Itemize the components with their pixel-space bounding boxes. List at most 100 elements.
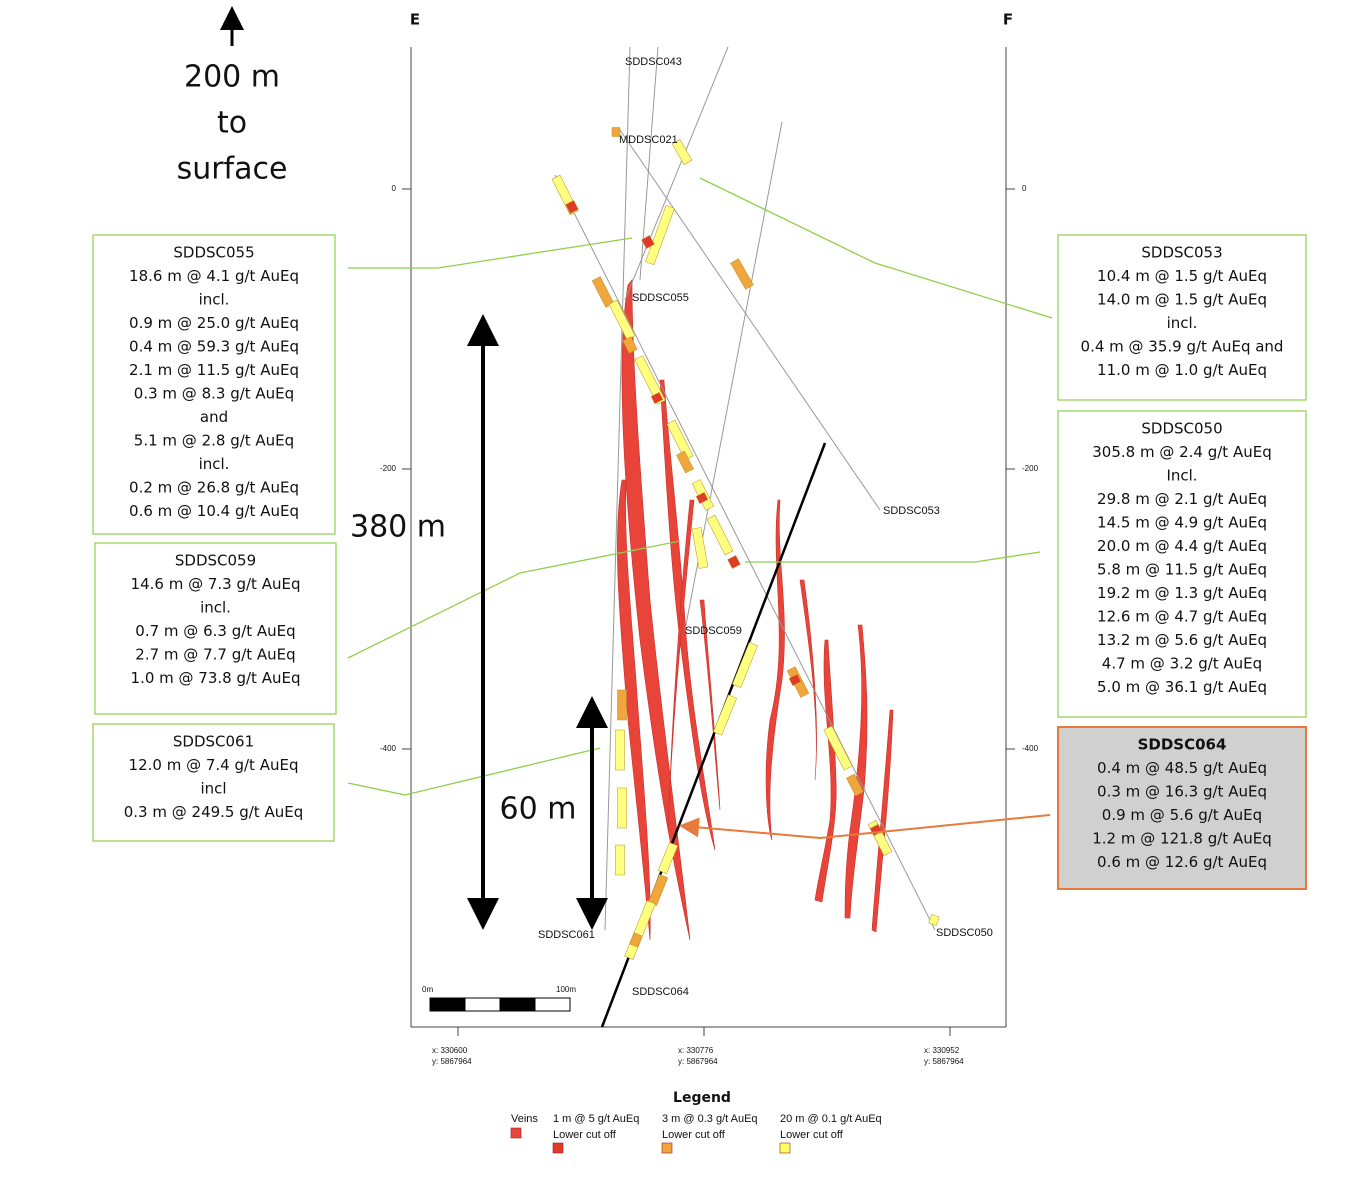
intercept xyxy=(650,392,664,404)
easting-label: x: 330952 xyxy=(924,1046,960,1055)
callout-line: Incl. xyxy=(1166,467,1197,485)
callout-title: SDDSC050 xyxy=(1141,420,1222,438)
elevation-label: 0 xyxy=(1022,184,1027,193)
callout-line: 0.6 m @ 10.4 g/t AuEq xyxy=(129,502,299,520)
intercept xyxy=(641,235,655,249)
intercept xyxy=(730,258,754,290)
easting-label: y: 5867964 xyxy=(432,1057,472,1066)
drillhole-label: SDDSC059 xyxy=(685,625,742,637)
callout-box xyxy=(94,542,337,715)
callout-line: incl. xyxy=(199,291,230,309)
callout-line: incl. xyxy=(199,455,230,473)
intercept xyxy=(706,514,734,556)
scale-label: 0m xyxy=(422,985,433,994)
scale-bar xyxy=(429,997,571,1012)
legend-sublabel: Lower cut off xyxy=(553,1129,617,1141)
callout-line: 5.0 m @ 36.1 g/t AuEq xyxy=(1097,678,1267,696)
intercept xyxy=(615,844,625,876)
callout-line: and xyxy=(200,408,228,426)
callout-line: 13.2 m @ 5.6 g/t AuEq xyxy=(1097,631,1267,649)
callout-line: 5.8 m @ 11.5 g/t AuEq xyxy=(1097,561,1267,579)
legend-label: 3 m @ 0.3 g/t AuEq xyxy=(662,1113,758,1125)
intercept xyxy=(565,200,579,214)
elevation-label: -200 xyxy=(380,464,397,473)
callout-title: SDDSC059 xyxy=(175,552,256,570)
intercept xyxy=(732,642,758,688)
legend-swatch xyxy=(779,1142,791,1154)
callout-title: SDDSC055 xyxy=(173,244,254,262)
easting-label: y: 5867964 xyxy=(678,1057,718,1066)
easting-label: y: 5867964 xyxy=(924,1057,964,1066)
callout-line: 14.5 m @ 4.9 g/t AuEq xyxy=(1097,514,1267,532)
callout-line: 0.2 m @ 26.8 g/t AuEq xyxy=(129,479,299,497)
callout-line: 0.9 m @ 5.6 g/t AuEq xyxy=(1102,806,1262,824)
callout-line: 0.3 m @ 249.5 g/t AuEq xyxy=(124,803,303,821)
dimension-label: 380 m xyxy=(350,510,446,545)
intercept xyxy=(617,787,627,829)
intercept xyxy=(695,492,709,504)
intercept xyxy=(727,555,741,569)
drillhole-label: SDDSC055 xyxy=(632,292,689,304)
callout-line: 0.4 m @ 59.3 g/t AuEq xyxy=(129,338,299,356)
easting-label: x: 330776 xyxy=(678,1046,714,1055)
callout-line: incl. xyxy=(200,599,231,617)
callout-line: 0.9 m @ 25.0 g/t AuEq xyxy=(129,314,299,332)
callout-line: 2.1 m @ 11.5 g/t AuEq xyxy=(129,361,299,379)
intercept xyxy=(676,450,694,474)
callout-line: 18.6 m @ 4.1 g/t AuEq xyxy=(129,267,299,285)
intercept xyxy=(671,139,693,165)
callout-title: SDDSC064 xyxy=(1138,736,1227,754)
elevation-label: -400 xyxy=(380,744,397,753)
intercept xyxy=(713,694,737,736)
legend-sublabel: Lower cut off xyxy=(662,1129,726,1141)
drillhole-label: SDDSC061 xyxy=(538,929,595,941)
callout-box xyxy=(1057,234,1307,401)
drillhole-label: SDDSC064 xyxy=(632,986,689,998)
callout-line: 0.7 m @ 6.3 g/t AuEq xyxy=(135,622,295,640)
drillhole-label: SDDSC053 xyxy=(883,505,940,517)
callout-line: incl. xyxy=(1167,314,1198,332)
intercept xyxy=(645,204,675,266)
intercepts xyxy=(551,127,940,960)
callout-line: 14.0 m @ 1.5 g/t AuEq xyxy=(1097,291,1267,309)
callout-line: incl xyxy=(200,780,226,798)
intercept xyxy=(617,689,627,721)
legend-title: Legend xyxy=(673,1090,731,1106)
elevation-label: -200 xyxy=(1022,464,1039,473)
intercept xyxy=(788,674,802,686)
elevation-label: -400 xyxy=(1022,744,1039,753)
legend-label: 20 m @ 0.1 g/t AuEq xyxy=(780,1113,882,1125)
intercept xyxy=(928,914,940,926)
callout-line: 19.2 m @ 1.3 g/t AuEq xyxy=(1097,584,1267,602)
intercept xyxy=(622,336,638,354)
drillhole-label: SDDSC043 xyxy=(625,56,682,68)
intercept xyxy=(846,773,864,797)
callout-line: 0.3 m @ 8.3 g/t AuEq xyxy=(134,385,294,403)
callout-line: 2.7 m @ 7.7 g/t AuEq xyxy=(135,646,295,664)
callout-line: 0.3 m @ 16.3 g/t AuEq xyxy=(1097,783,1267,801)
legend-sublabel: Lower cut off xyxy=(780,1129,844,1141)
legend-label: Veins xyxy=(511,1113,538,1125)
callout-line: 0.4 m @ 48.5 g/t AuEq xyxy=(1097,759,1267,777)
callout-title: SDDSC061 xyxy=(173,733,254,751)
callout-line: 10.4 m @ 1.5 g/t AuEq xyxy=(1097,267,1267,285)
surface-note: to xyxy=(217,106,247,141)
legend-swatch xyxy=(661,1142,673,1154)
callout-line: 20.0 m @ 4.4 g/t AuEq xyxy=(1097,537,1267,555)
callout-line: 1.0 m @ 73.8 g/t AuEq xyxy=(131,669,301,687)
easting-label: x: 330600 xyxy=(432,1046,468,1055)
drillhole-label: SDDSC050 xyxy=(936,927,993,939)
callout-title: SDDSC053 xyxy=(1141,244,1222,262)
callout-line: 1.2 m @ 121.8 g/t AuEq xyxy=(1092,830,1271,848)
intercept xyxy=(629,932,643,948)
surface-note: 200 m xyxy=(184,60,280,95)
callout-box xyxy=(92,723,335,842)
legend-swatch xyxy=(552,1142,564,1154)
callout-line: 11.0 m @ 1.0 g/t AuEq xyxy=(1097,361,1267,379)
callout-line: 29.8 m @ 2.1 g/t AuEq xyxy=(1097,490,1267,508)
legend-label: 1 m @ 5 g/t AuEq xyxy=(553,1113,639,1125)
intercept xyxy=(634,355,666,405)
intercept xyxy=(657,842,679,874)
scale-label: 100m xyxy=(556,985,576,994)
intercept xyxy=(615,729,625,771)
